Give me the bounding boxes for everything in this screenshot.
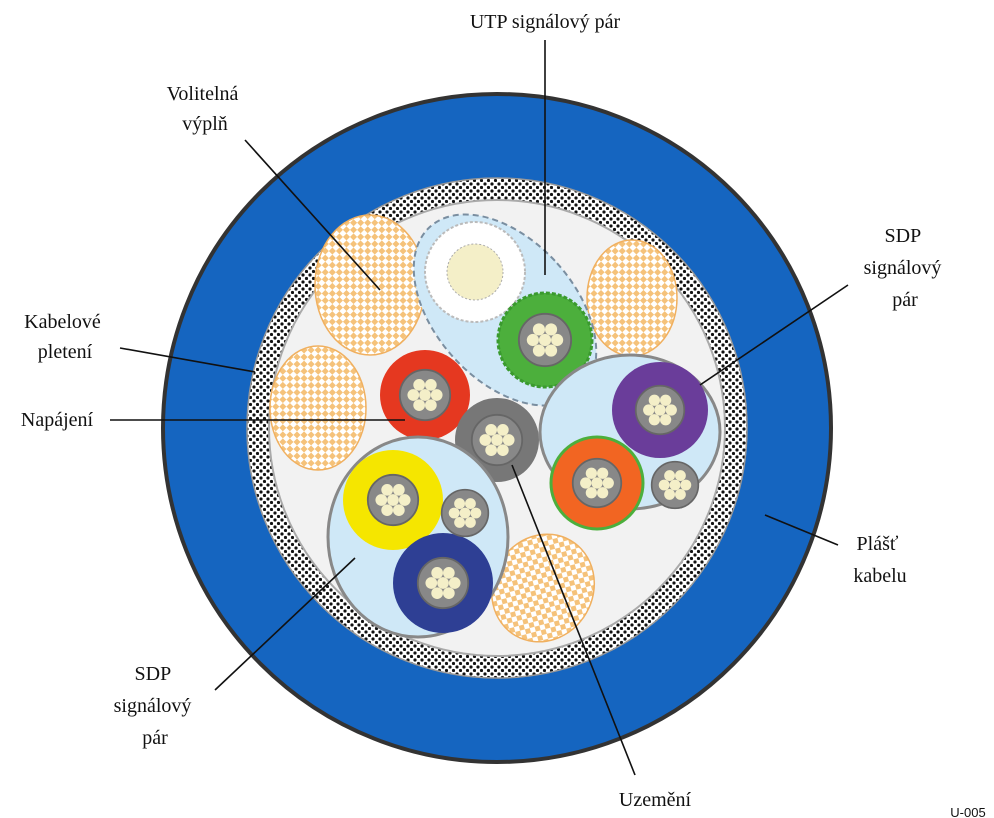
label-line: kabelu — [853, 565, 906, 587]
label-line: SDP — [885, 225, 922, 247]
label-sdp-right: SDP signálový pár — [864, 225, 947, 311]
label-line: Kabelové — [24, 311, 101, 333]
label-power: Napájení — [21, 409, 94, 431]
label-ground: Uzemění — [619, 789, 692, 811]
label-sdp-left: SDP signálový pár — [114, 663, 197, 749]
label-line: SDP — [135, 663, 172, 685]
label-line: Plášť — [857, 533, 899, 555]
label-filler: Volitelná výplň — [167, 83, 244, 135]
label-line: Volitelná — [167, 83, 239, 105]
leader-lines — [110, 40, 849, 776]
label-line: signálový — [114, 695, 192, 717]
figure-code: U-005 — [950, 805, 985, 818]
label-line: pár — [892, 289, 918, 311]
label-line: výplň — [182, 113, 228, 135]
label-line: pletení — [38, 341, 93, 363]
label-utp: UTP signálový pár — [470, 11, 621, 33]
label-braid: Kabelové pletení — [24, 311, 106, 363]
cable — [161, 92, 833, 764]
label-jacket: Plášť kabelu — [853, 533, 906, 587]
label-line: signálový — [864, 257, 942, 279]
label-line: pár — [142, 727, 168, 749]
